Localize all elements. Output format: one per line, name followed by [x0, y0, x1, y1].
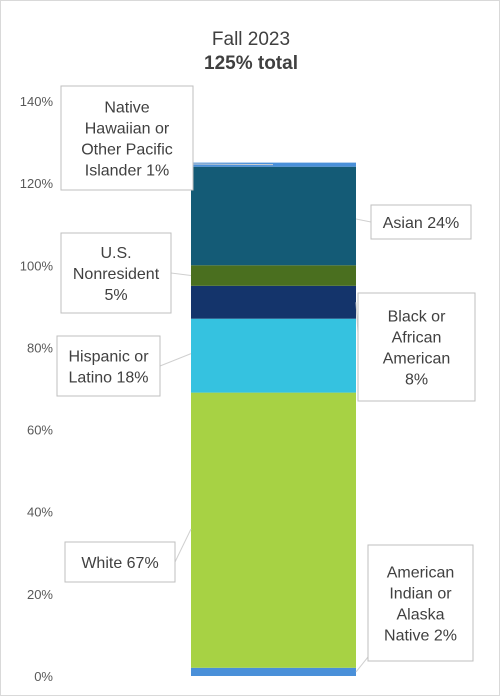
- bar-segment-hispanic-or-latino: [191, 318, 356, 393]
- data-label-black-or-african-american: African: [392, 330, 442, 347]
- bar-segment-white: [191, 392, 356, 668]
- bar-stack: [191, 162, 356, 676]
- data-label-u-s-nonresident: U.S.: [100, 245, 131, 262]
- data-label-american-indian-or-alaska-native: American: [387, 565, 455, 582]
- data-label-box: [56, 335, 161, 397]
- leader-line: [174, 528, 192, 563]
- leader-line: [159, 353, 192, 367]
- data-label-american-indian-or-alaska-native: Alaska: [396, 607, 444, 624]
- data-label-american-indian-or-alaska-native: Native 2%: [384, 628, 457, 645]
- data-label-native-hawaiian-or-other-pacific-islander: Other Pacific: [81, 142, 173, 159]
- y-tick-label: 0%: [34, 669, 53, 684]
- data-label-box: [64, 541, 176, 583]
- data-label-hispanic-or-latino: Latino 18%: [68, 370, 148, 387]
- bar-segment-black-or-african-american: [191, 285, 356, 319]
- leader-line: [192, 163, 274, 166]
- chart-subtitle: 125% total: [204, 53, 298, 74]
- data-label-asian: Asian 24%: [383, 215, 460, 232]
- data-label-box: [370, 204, 472, 240]
- y-tick-label: 120%: [20, 176, 54, 191]
- leader-line: [355, 656, 369, 673]
- data-label-black-or-african-american: 8%: [405, 372, 428, 389]
- y-tick-label: 80%: [27, 340, 53, 355]
- data-label-u-s-nonresident: Nonresident: [73, 266, 160, 283]
- data-label-black-or-african-american: Black or: [388, 309, 446, 326]
- bar-segment-u-s-nonresident: [191, 265, 356, 286]
- data-label-hispanic-or-latino: Hispanic or: [68, 349, 149, 366]
- bar-segment-native-hawaiian-or-other-pacific-islander: [191, 162, 356, 167]
- chart-title: Fall 2023: [212, 29, 290, 50]
- y-tick-label: 100%: [20, 258, 54, 273]
- y-axis: 0% 20% 40% 60% 80% 100% 120% 140%: [20, 94, 54, 684]
- data-label-white: White 67%: [81, 555, 158, 572]
- leader-line: [170, 272, 192, 277]
- data-label-native-hawaiian-or-other-pacific-islander: Native: [104, 100, 149, 117]
- y-tick-label: 140%: [20, 94, 54, 109]
- y-tick-label: 40%: [27, 505, 53, 520]
- data-label-native-hawaiian-or-other-pacific-islander: Hawaiian or: [85, 121, 170, 138]
- y-tick-label: 20%: [27, 587, 53, 602]
- bar-segment-asian: [191, 166, 356, 266]
- bar-segment-american-indian-or-alaska-native: [191, 667, 356, 676]
- leader-line: [355, 218, 372, 223]
- data-label-black-or-african-american: American: [383, 351, 451, 368]
- data-label-native-hawaiian-or-other-pacific-islander: Islander 1%: [85, 163, 170, 180]
- data-label-american-indian-or-alaska-native: Indian or: [389, 586, 452, 603]
- data-label-box: [367, 544, 474, 662]
- data-label-box: [60, 232, 172, 314]
- data-labels: American Indian or Alaska Native 2% White 67…: [56, 85, 476, 673]
- data-label-box: [357, 292, 476, 402]
- y-tick-label: 60%: [27, 423, 53, 438]
- data-label-u-s-nonresident: 5%: [104, 287, 127, 304]
- data-label-box: [60, 85, 194, 191]
